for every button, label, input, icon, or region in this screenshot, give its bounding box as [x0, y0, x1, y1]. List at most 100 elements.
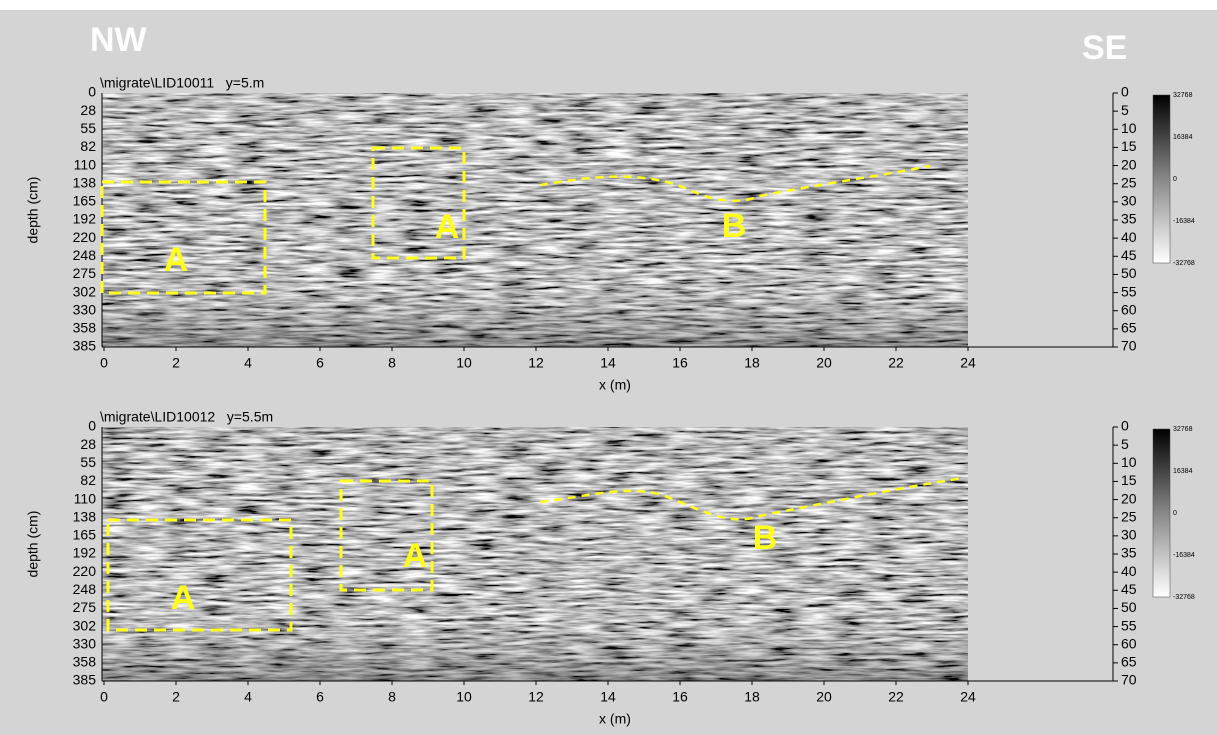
colorbar-tick-label: 0	[1173, 510, 1177, 517]
depth-tick-label: 82	[80, 138, 96, 154]
right-tick-label: 45	[1121, 247, 1137, 263]
x-tick-label: 2	[172, 689, 180, 705]
depth-tick-label: 385	[73, 672, 97, 688]
x-tick-label: 2	[172, 355, 180, 371]
depth-tick-label: 0	[88, 418, 96, 434]
annotation-label: A	[164, 241, 189, 279]
colorbar-tick-label: 16384	[1173, 468, 1193, 475]
colorbar	[1152, 428, 1171, 598]
x-tick-label: 8	[388, 355, 396, 371]
depth-tick-label: 165	[73, 193, 97, 209]
nw-label: NW	[90, 21, 148, 59]
right-tick-label: 55	[1121, 617, 1137, 633]
annotation-label: B	[753, 519, 778, 557]
depth-tick-label: 302	[73, 617, 97, 633]
colorbar-tick-label: -32768	[1173, 260, 1195, 267]
colorbar-tick-label: -16384	[1173, 552, 1195, 559]
y-axis-label: depth (cm)	[25, 511, 41, 578]
panel-title: \migrate\LID10011 y=5.m	[100, 75, 264, 91]
depth-tick-label: 330	[73, 635, 97, 651]
x-tick-label: 6	[316, 689, 324, 705]
x-tick-label: 4	[244, 689, 252, 705]
right-tick-label: 50	[1121, 265, 1137, 281]
se-label: SE	[1082, 29, 1127, 67]
depth-tick-label: 138	[73, 508, 97, 524]
depth-tick-label: 165	[73, 527, 97, 543]
right-tick-label: 55	[1121, 283, 1137, 299]
depth-tick-label: 220	[73, 229, 97, 245]
x-tick-label: 24	[960, 689, 976, 705]
colorbar-tick-label: 32768	[1173, 426, 1193, 433]
x-tick-label: 16	[672, 355, 688, 371]
right-tick-label: 25	[1121, 174, 1137, 190]
right-tick-label: 20	[1121, 156, 1137, 172]
y-axis-label: depth (cm)	[25, 177, 41, 244]
right-tick-label: 70	[1121, 672, 1137, 688]
radargram-shade	[102, 427, 968, 681]
radargram-shade	[102, 93, 968, 347]
colorbar-tick-label: -32768	[1173, 594, 1195, 601]
depth-tick-label: 275	[73, 599, 97, 615]
depth-tick-label: 248	[73, 581, 97, 597]
right-tick-label: 70	[1121, 338, 1137, 354]
depth-tick-label: 28	[80, 102, 96, 118]
x-axis-label: x (m)	[599, 377, 631, 393]
right-tick-label: 30	[1121, 527, 1137, 543]
x-tick-label: 16	[672, 689, 688, 705]
annotation-curve	[539, 476, 964, 521]
colorbar-tick-label: 0	[1173, 176, 1177, 183]
depth-tick-label: 55	[80, 454, 96, 470]
depth-tick-label: 28	[80, 436, 96, 452]
depth-tick-label: 192	[73, 211, 97, 227]
depth-tick-label: 358	[73, 654, 97, 670]
annotation-label: A	[435, 208, 460, 246]
x-tick-label: 10	[456, 355, 472, 371]
right-tick-label: 5	[1121, 102, 1129, 118]
right-tick-label: 65	[1121, 654, 1137, 670]
depth-tick-label: 302	[73, 283, 97, 299]
right-tick-label: 40	[1121, 229, 1137, 245]
colorbar-tick-label: -16384	[1173, 218, 1195, 225]
x-tick-label: 4	[244, 355, 252, 371]
panel-title: \migrate\LID10012 y=5.5m	[100, 409, 273, 425]
annotation-label: B	[722, 207, 747, 245]
x-tick-label: 8	[388, 689, 396, 705]
right-tick-label: 5	[1121, 436, 1129, 452]
x-tick-label: 6	[316, 355, 324, 371]
right-tick-label: 15	[1121, 472, 1137, 488]
annotation-box	[339, 479, 434, 592]
depth-tick-label: 385	[73, 338, 97, 354]
x-tick-label: 18	[744, 355, 760, 371]
depth-tick-label: 220	[73, 563, 97, 579]
right-tick-label: 60	[1121, 301, 1137, 317]
x-tick-label: 10	[456, 689, 472, 705]
right-tick-label: 25	[1121, 508, 1137, 524]
depth-tick-label: 330	[73, 301, 97, 317]
depth-tick-label: 110	[74, 490, 97, 506]
right-tick-label: 35	[1121, 545, 1137, 561]
x-tick-label: 22	[888, 355, 904, 371]
annotation-box	[106, 518, 293, 632]
right-tick-label: 20	[1121, 490, 1137, 506]
x-tick-label: 14	[600, 355, 616, 371]
x-tick-label: 22	[888, 689, 904, 705]
x-tick-label: 12	[528, 355, 544, 371]
annotation-curve	[539, 164, 931, 202]
colorbar	[1152, 94, 1171, 264]
right-tick-label: 45	[1121, 581, 1137, 597]
depth-tick-label: 0	[88, 84, 96, 100]
right-tick-label: 50	[1121, 599, 1137, 615]
right-tick-label: 10	[1121, 454, 1137, 470]
right-tick-label: 35	[1121, 211, 1137, 227]
right-tick-label: 30	[1121, 193, 1137, 209]
x-tick-label: 0	[100, 355, 108, 371]
right-tick-label: 40	[1121, 563, 1137, 579]
depth-tick-label: 110	[74, 156, 97, 172]
x-tick-label: 12	[528, 689, 544, 705]
x-tick-label: 20	[816, 355, 832, 371]
x-tick-label: 0	[100, 689, 108, 705]
annotation-box	[100, 180, 267, 295]
depth-tick-label: 138	[73, 174, 97, 190]
x-axis-label: x (m)	[599, 711, 631, 727]
